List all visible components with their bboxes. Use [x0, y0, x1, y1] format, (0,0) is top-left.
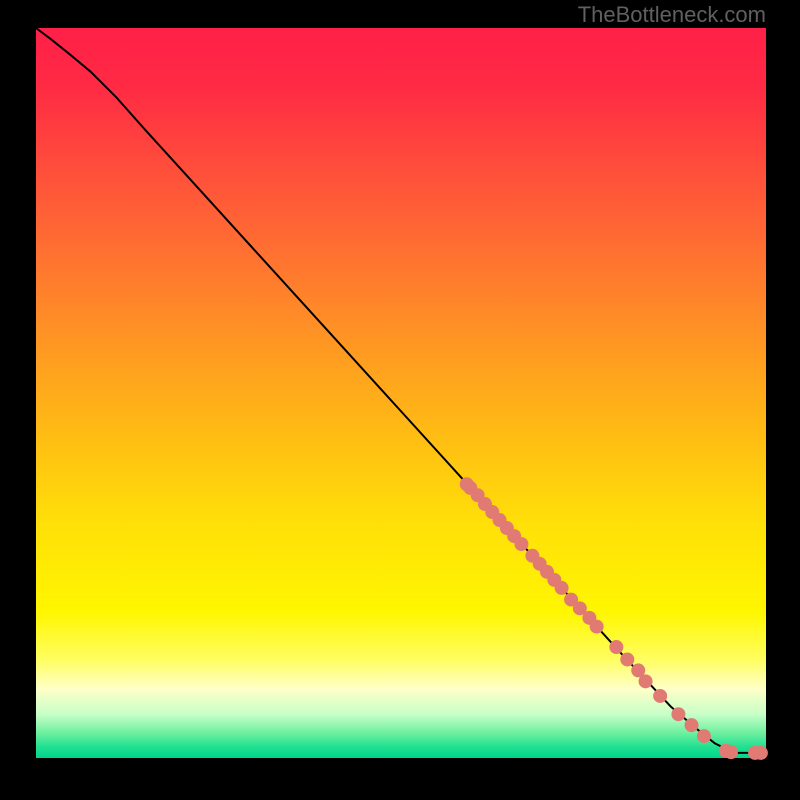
- bottleneck-chart: TheBottleneck.com: [0, 0, 800, 800]
- watermark-text: TheBottleneck.com: [578, 2, 766, 28]
- plot-area: [36, 28, 766, 758]
